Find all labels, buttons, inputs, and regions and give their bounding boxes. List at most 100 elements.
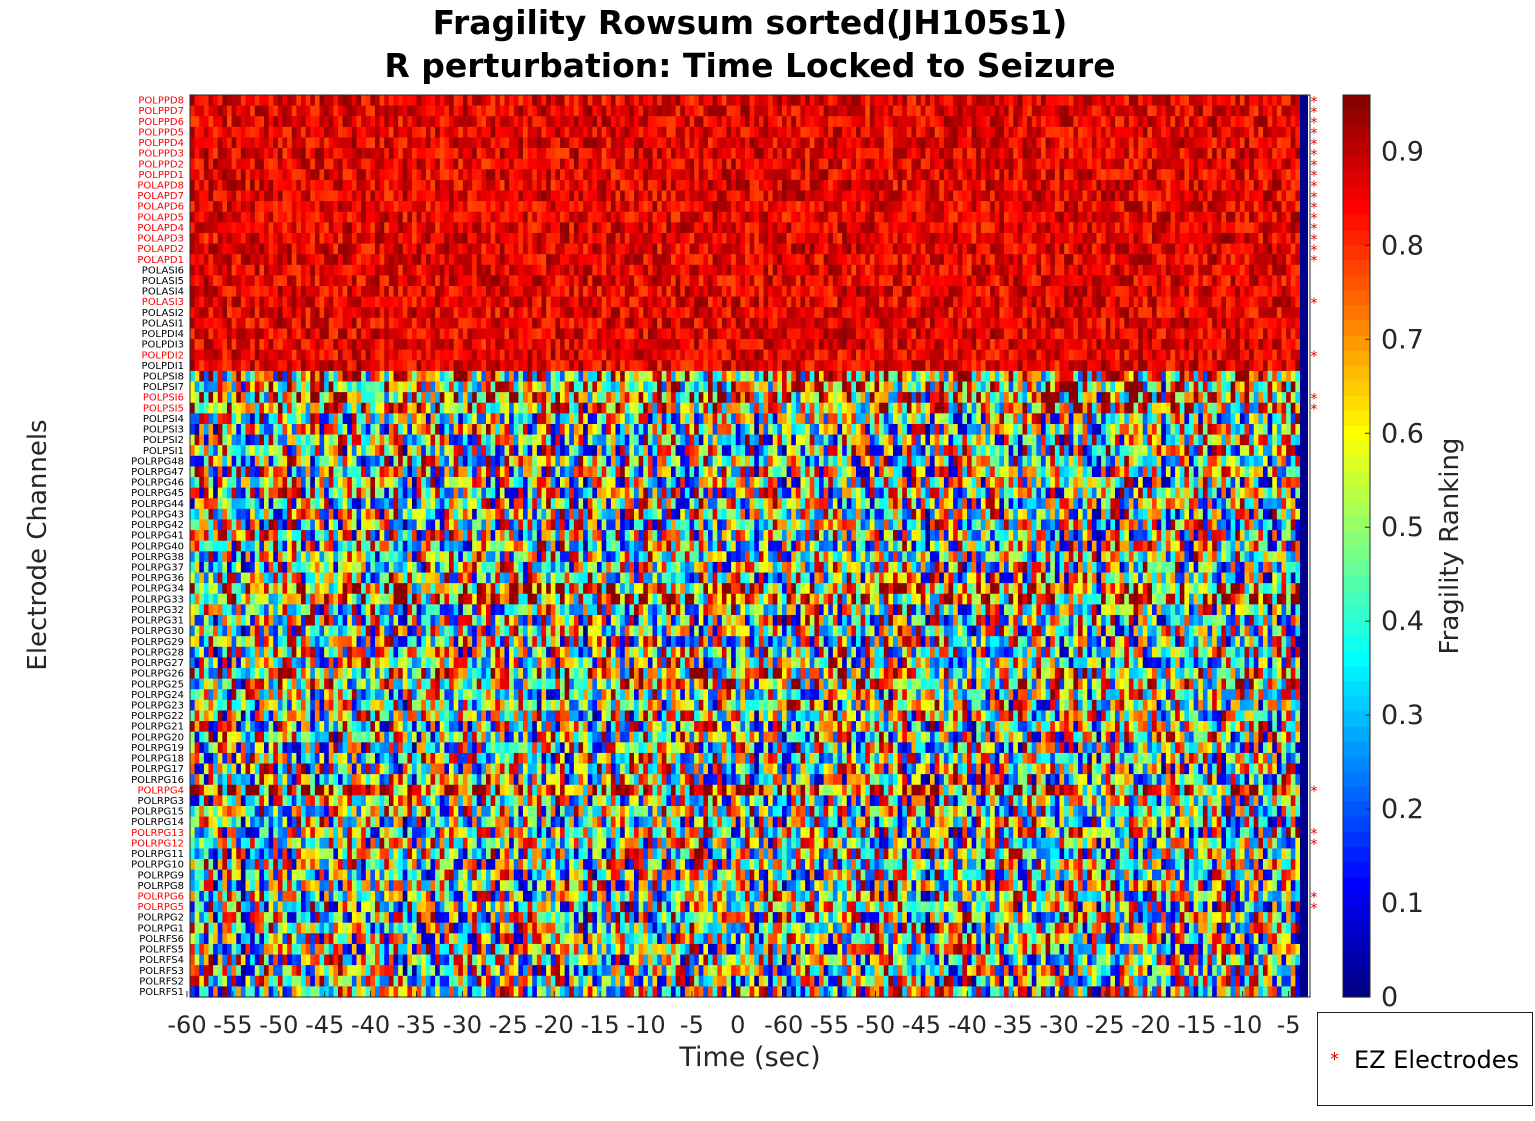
heatmap-cell <box>888 116 894 128</box>
heatmap-cell <box>786 307 792 319</box>
heatmap-cell <box>1198 95 1204 107</box>
heatmap-cell <box>694 95 700 107</box>
heatmap-cell <box>546 222 552 234</box>
heatmap-cell <box>194 158 200 170</box>
heatmap-cell <box>1258 296 1264 308</box>
heatmap-cell <box>499 158 506 170</box>
heatmap-cell <box>1170 169 1176 181</box>
heatmap-cell <box>527 307 533 319</box>
heatmap-cell <box>791 137 797 149</box>
heatmap-cell <box>333 158 339 170</box>
heatmap-cell <box>717 148 723 160</box>
heatmap-cell <box>1258 275 1264 287</box>
heatmap-cell <box>828 158 834 170</box>
heatmap-cell <box>721 148 728 160</box>
heatmap-cell <box>786 105 792 117</box>
heatmap-cell <box>398 264 404 276</box>
heatmap-cell <box>416 190 422 202</box>
heatmap-cell <box>513 179 519 192</box>
heatmap-cell <box>1221 222 1227 234</box>
heatmap-cell <box>763 243 769 255</box>
heatmap-cell <box>703 243 709 255</box>
heatmap-cell <box>1161 158 1167 170</box>
heatmap-cell <box>1202 158 1209 170</box>
heatmap-cell <box>703 232 709 245</box>
heatmap-cell <box>1022 264 1028 276</box>
heatmap-cell <box>740 264 746 276</box>
heatmap-cell <box>310 264 316 276</box>
heatmap-cell <box>610 158 617 170</box>
heatmap-cell <box>296 201 302 213</box>
heatmap-cell <box>291 222 297 234</box>
heatmap-cell <box>333 211 339 223</box>
heatmap-cell <box>301 95 307 107</box>
heatmap-cell <box>749 307 755 319</box>
heatmap-cell <box>1267 190 1273 202</box>
heatmap-cell <box>375 116 381 128</box>
heatmap-cell <box>967 190 973 202</box>
heatmap-cell <box>1008 126 1014 139</box>
heatmap-cell <box>227 243 233 255</box>
heatmap-cell <box>1263 201 1269 213</box>
heatmap-cell <box>990 307 996 319</box>
heatmap-cell <box>347 116 353 128</box>
heatmap-cell <box>1216 190 1222 202</box>
heatmap-cell <box>879 286 885 298</box>
heatmap-cell <box>1290 179 1296 192</box>
heatmap-cell <box>499 211 506 223</box>
heatmap-cell <box>532 148 538 160</box>
heatmap-cell <box>314 137 321 149</box>
heatmap-cell <box>370 126 376 139</box>
heatmap-cell <box>620 243 626 255</box>
heatmap-cell <box>786 264 792 276</box>
heatmap-cell <box>227 232 233 245</box>
heatmap-cell <box>1050 105 1056 117</box>
heatmap-cell <box>361 296 367 308</box>
heatmap-cell <box>227 264 233 276</box>
heatmap-cell <box>1263 179 1269 192</box>
heatmap-cell <box>1073 264 1079 276</box>
heatmap-cell <box>851 232 857 245</box>
heatmap-cell <box>375 243 381 255</box>
heatmap-cell <box>620 148 626 160</box>
heatmap-cell <box>499 296 506 308</box>
heatmap-cell <box>1096 286 1102 298</box>
heatmap-cell <box>1216 222 1222 234</box>
heatmap-cell <box>217 169 223 181</box>
heatmap-cell <box>1165 116 1172 128</box>
heatmap-cell <box>638 137 644 149</box>
heatmap-cell <box>453 105 459 117</box>
heatmap-cell <box>749 116 755 128</box>
heatmap-cell <box>1249 105 1255 117</box>
heatmap-cell <box>1290 222 1296 234</box>
heatmap-cell <box>731 148 737 160</box>
heatmap-cell <box>1276 254 1283 266</box>
heatmap-cell <box>976 105 982 117</box>
heatmap-cell <box>671 243 677 255</box>
heatmap-cell <box>583 105 589 117</box>
heatmap-cell <box>499 169 506 181</box>
heatmap-cell <box>629 105 635 117</box>
heatmap-cell <box>647 105 654 117</box>
heatmap-cell <box>1082 296 1088 308</box>
heatmap-cell <box>638 254 644 266</box>
heatmap-cell <box>328 232 334 245</box>
heatmap-cell <box>846 148 852 160</box>
heatmap-cell <box>536 169 543 181</box>
heatmap-cell <box>523 286 529 298</box>
heatmap-cell <box>398 137 404 149</box>
heatmap-cell <box>1054 232 1061 245</box>
heatmap-cell <box>264 243 270 255</box>
heatmap-cell <box>1281 126 1287 139</box>
heatmap-cell <box>962 105 968 117</box>
heatmap-cell <box>1027 296 1033 308</box>
heatmap-cell <box>347 222 353 234</box>
heatmap-cell <box>532 105 538 117</box>
heatmap-cell <box>213 126 219 139</box>
heatmap-cell <box>569 232 575 245</box>
heatmap-cell <box>264 126 270 139</box>
heatmap-cell <box>758 286 765 298</box>
heatmap-cell <box>1050 275 1056 287</box>
heatmap-cell <box>217 158 223 170</box>
heatmap-cell <box>361 190 367 202</box>
